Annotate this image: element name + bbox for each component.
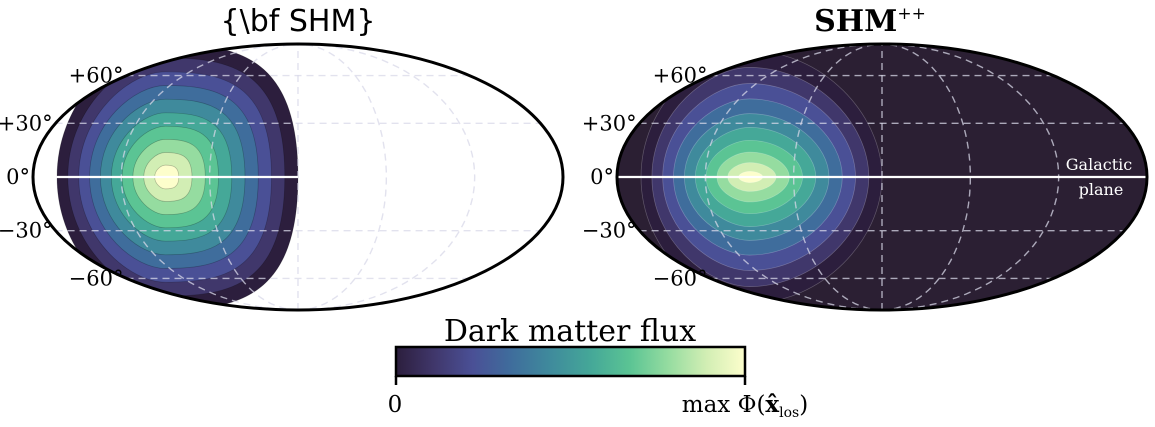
shm-panel-title: {\bf SHM} — [221, 4, 376, 39]
shm-plus-plus-panel-title: SHM++ — [814, 4, 926, 39]
latitude-tick-label: +30° — [582, 111, 637, 135]
latitude-tick-label: −30° — [582, 219, 637, 243]
shm-panel: {\bf SHM} +60° +30° 0° −30° −60° — [0, 4, 565, 312]
latitude-tick-label: −60° — [69, 266, 124, 290]
latitude-tick-label: 0° — [590, 165, 614, 189]
galactic-plane-annotation-line2: plane — [1079, 180, 1124, 199]
longitude-gridline — [297, 43, 476, 311]
shm-plus-plus-latitude-ticks: +60° +30° 0° −30° −60° — [582, 64, 708, 291]
colorbar-label: Dark matter flux — [444, 314, 696, 349]
shm-plus-plus-panel: SHM++ +60° +30° 0° −30° −60° Galactic plane — [582, 4, 1149, 312]
latitude-tick-label: +60° — [653, 64, 708, 88]
colorbar-min-label: 0 — [388, 392, 403, 418]
latitude-tick-label: +60° — [69, 64, 124, 88]
shm-plus-plus-sky-boundary — [615, 42, 1149, 312]
latitude-tick-label: +30° — [0, 111, 53, 135]
galactic-plane-annotation-line1: Galactic — [1066, 155, 1132, 174]
latitude-tick-label: 0° — [6, 165, 30, 189]
shm-sky-boundary — [31, 42, 565, 312]
colorbar-max-label: max Φ(x̂los) — [682, 391, 808, 421]
latitude-tick-label: −30° — [0, 219, 53, 243]
colorbar: Dark matter flux 0 max Φ(x̂los) — [388, 314, 809, 421]
colorbar-bar — [394, 345, 747, 378]
shm-latitude-ticks: +60° +30° 0° −30° −60° — [0, 64, 124, 291]
latitude-tick-label: −60° — [653, 266, 708, 290]
title-superscript: ++ — [897, 4, 926, 24]
